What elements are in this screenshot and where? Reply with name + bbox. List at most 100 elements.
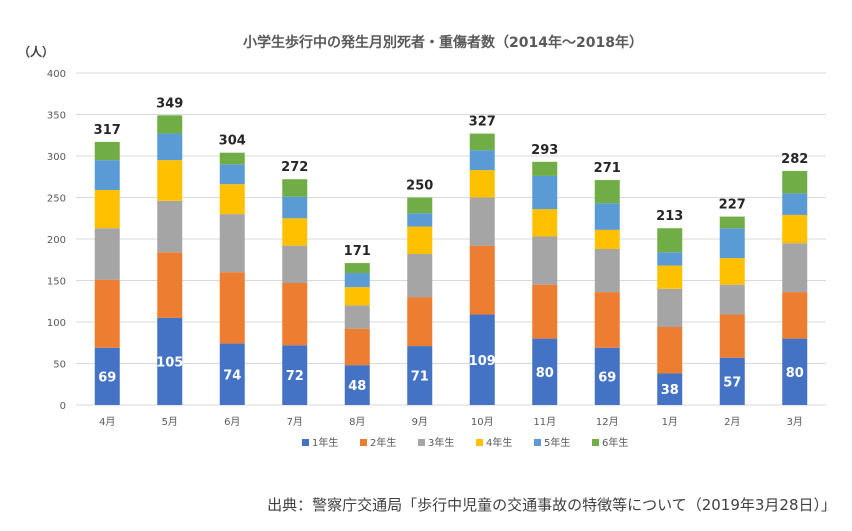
x-axis-ticks: 4月 5月 6月 7月 8月 9月 10月 11月 12月 1月 2月 3月 [99,416,803,428]
segment-value-label: 57 [723,375,741,390]
legend-label: 5年生 [544,436,570,449]
bar-segment [532,175,558,210]
bar-segment [344,273,370,288]
x-tick-label: 1月 [662,416,678,428]
bar-segment [157,200,183,253]
bar-segment [594,292,620,348]
bar-segment [532,338,558,405]
bar-segment [407,346,433,405]
bar-segment [407,226,433,254]
x-tick-label: 10月 [471,416,494,428]
bar-segment [94,347,120,405]
bar-segment [657,252,683,266]
bar-segment [407,253,433,298]
bar-total-label: 272 [281,160,308,175]
bar-segment [407,197,433,214]
segment-value-label: 69 [98,370,116,385]
bar-total-label: 293 [531,143,558,158]
bar-segment [469,133,495,151]
x-tick-label: 5月 [162,416,178,428]
bar-segment [282,245,308,283]
segment-value-label: 69 [598,370,616,385]
bar-segment [282,282,308,346]
bar-segment [94,190,120,229]
bar-segment [719,228,745,259]
legend-label: 4年生 [486,436,512,449]
segment-value-label: 38 [661,383,679,398]
bar-segment [157,133,183,161]
bar-segment [594,248,620,293]
bar-segment [157,317,183,405]
bar-segment [532,236,558,285]
bar-segment [469,314,495,405]
legend-swatch [360,439,367,446]
bar-segment [719,284,745,315]
bar-segment [344,328,370,366]
x-tick-label: 3月 [787,416,803,428]
bar-segment [782,214,808,244]
bar-segment [219,152,245,165]
bar-total-label: 304 [219,134,246,149]
bar-segment [157,160,183,201]
legend-label: 2年生 [370,436,396,449]
bar-segment [782,170,808,194]
x-tick-label: 12月 [596,416,619,428]
bar-segment [219,272,245,344]
segment-value-label: 72 [286,369,304,384]
bar-segment [157,115,183,134]
bar-segment [469,170,495,198]
legend-swatch [418,439,425,446]
bar-segment [282,218,308,246]
bar-segment [657,228,683,253]
legend-swatch [592,439,599,446]
bar-segment [94,228,120,280]
bar-total-label: 171 [344,244,371,259]
y-axis-ticks: 0 50 100 150 200 250 300 350 400 [47,69,66,412]
y-tick-label: 300 [47,152,66,163]
bar-total-label: 227 [719,198,746,213]
y-tick-label: 250 [47,194,66,205]
bar-segment [782,243,808,293]
legend-swatch [476,439,483,446]
x-tick-label: 9月 [412,416,428,428]
bar-segment [344,263,370,274]
segment-value-label: 80 [786,366,804,381]
bar-segment [219,214,245,273]
source-note: 出典：警察庁交通局「歩行中児童の交通事故の特徴等について（2019年3月28日）… [267,496,836,514]
y-axis-unit: （人） [18,44,54,59]
y-tick-label: 0 [60,401,66,412]
bar-segment [719,216,745,229]
bar-segment [594,203,620,230]
bar-segment [469,197,495,246]
y-tick-label: 50 [53,360,66,371]
x-tick-label: 11月 [533,416,556,428]
bar-segment [594,347,620,405]
bar-segment [407,297,433,347]
legend-label: 1年生 [312,436,338,449]
bar-total-label: 213 [656,209,683,224]
gridlines [76,72,826,406]
bar-segment [344,287,370,306]
bar-segment [719,258,745,285]
bar-segment [657,326,683,374]
bar-segment [219,343,245,405]
segment-value-label: 74 [223,368,241,383]
bar-segment [657,265,683,289]
bar-segment [532,284,558,339]
x-tick-label: 8月 [349,416,365,428]
bar-segment [344,365,370,405]
bar-segment [344,305,370,329]
x-tick-label: 6月 [224,416,240,428]
bars: 69 317 105 349 74 304 72 272 48 171 71 250 109 327 80 2… [94,96,808,405]
bar-segment [532,209,558,237]
legend-swatch [302,439,309,446]
legend-swatch [534,439,541,446]
bar-total-label: 271 [594,161,621,176]
legend-label: 6年生 [602,436,628,449]
bar-segment [157,252,183,318]
bar-segment [94,160,120,191]
segment-value-label: 109 [469,354,496,369]
bar-segment [219,184,245,215]
bar-segment [94,279,120,348]
